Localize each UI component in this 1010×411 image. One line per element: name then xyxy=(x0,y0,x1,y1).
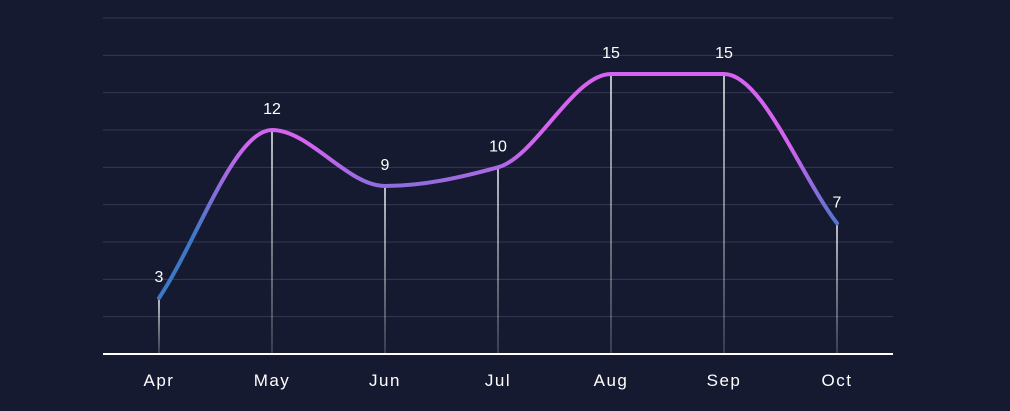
x-tick-label-may: May xyxy=(254,371,291,390)
data-label-aug: 15 xyxy=(602,45,620,62)
drop-line-may xyxy=(271,130,273,354)
drop-line-aug xyxy=(610,74,612,354)
series-line-group xyxy=(157,71,839,300)
data-label-jul: 10 xyxy=(489,138,507,155)
x-tick-label-oct: Oct xyxy=(822,371,853,390)
x-tick-labels: Apr May Jun Jul Aug Sep Oct xyxy=(144,371,853,390)
drop-line-jun xyxy=(384,186,386,354)
data-label-apr: 3 xyxy=(155,269,164,286)
data-label-oct: 7 xyxy=(833,194,842,211)
x-tick-label-apr: Apr xyxy=(144,371,175,390)
x-tick-label-aug: Aug xyxy=(594,371,629,390)
drop-lines xyxy=(158,74,838,354)
x-tick-label-jun: Jun xyxy=(369,371,401,390)
data-label-sep: 15 xyxy=(715,45,733,62)
series-line xyxy=(157,71,839,300)
x-tick-label-sep: Sep xyxy=(707,371,742,390)
data-label-may: 12 xyxy=(263,101,281,118)
data-label-jun: 9 xyxy=(381,157,390,174)
drop-line-sep xyxy=(723,74,725,354)
data-labels: 3 12 9 10 15 15 7 xyxy=(155,45,842,286)
drop-line-oct xyxy=(836,223,838,354)
drop-line-jul xyxy=(497,167,499,354)
x-tick-label-jul: Jul xyxy=(485,371,511,390)
drop-line-apr xyxy=(158,298,160,354)
